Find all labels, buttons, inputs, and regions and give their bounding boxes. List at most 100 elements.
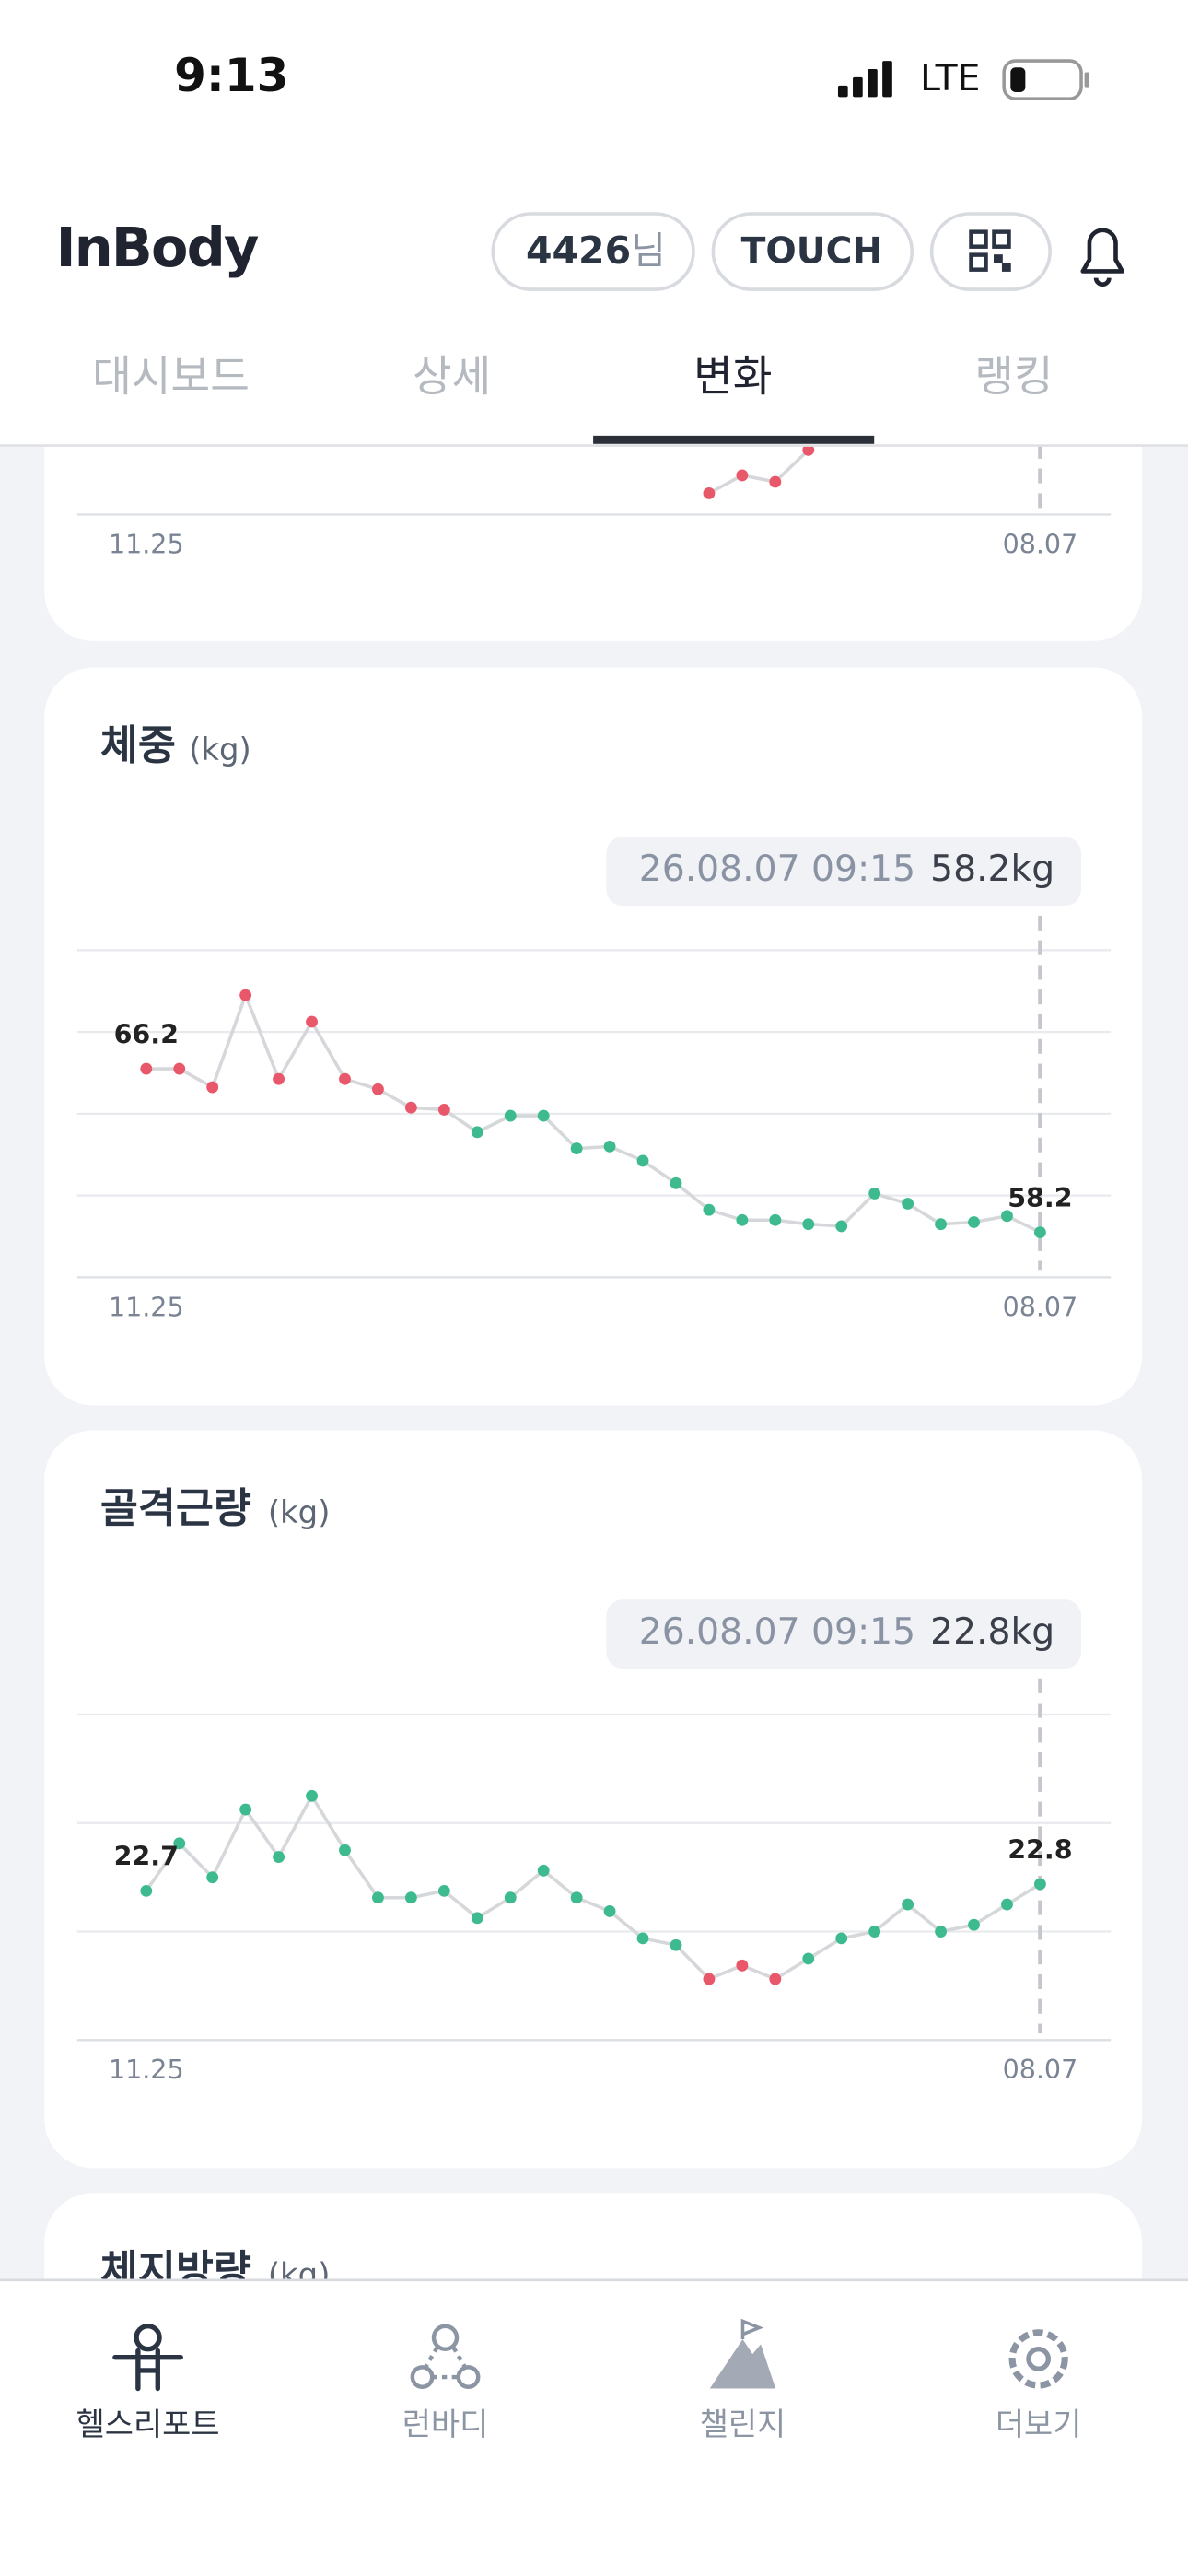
more-icon — [1008, 2329, 1068, 2389]
data-point — [868, 1926, 881, 1938]
tab[interactable]: 상세 — [413, 352, 491, 402]
touch-label: TOUCH — [741, 230, 883, 272]
runbody-icon — [410, 2324, 481, 2389]
tab[interactable]: 변화 — [693, 352, 772, 402]
data-point — [736, 1959, 749, 1972]
x-tick-label: 08.07 — [1003, 2055, 1078, 2085]
qr-icon — [969, 229, 1011, 272]
nav-item[interactable]: 챌린지 — [700, 2406, 786, 2442]
series-line — [145, 1792, 1042, 1982]
user-label: 4426님 — [526, 228, 666, 273]
notification-button[interactable] — [1080, 228, 1124, 287]
data-point — [736, 1213, 749, 1226]
tooltip-date: 26.08.07 09:15 — [639, 849, 915, 890]
signal-icon — [837, 61, 892, 98]
data-point — [140, 1062, 153, 1075]
data-point — [802, 1218, 815, 1231]
data-point — [703, 1973, 716, 1985]
status-time: 9:13 — [174, 49, 288, 102]
data-point — [437, 1104, 450, 1116]
data-point — [935, 1926, 947, 1938]
data-point — [703, 1203, 716, 1216]
series-line — [708, 449, 810, 496]
data-point — [703, 487, 716, 499]
data-point — [769, 1973, 782, 1985]
tooltip-value: 22.8kg — [930, 1611, 1054, 1653]
data-point — [968, 1216, 980, 1228]
data-point — [372, 1083, 384, 1095]
nav-item[interactable]: 헬스리포트 — [76, 2406, 220, 2442]
data-point — [835, 1932, 848, 1945]
data-point — [802, 1952, 815, 1965]
tab[interactable]: 랭킹 — [974, 352, 1053, 402]
data-point — [636, 1932, 649, 1945]
battery-icon — [1002, 59, 1089, 100]
x-tick-label: 08.07 — [1003, 1292, 1078, 1322]
data-point — [736, 469, 749, 482]
data-point — [471, 1912, 483, 1925]
data-point — [570, 1142, 583, 1155]
card — [44, 1430, 1143, 2169]
data-point — [802, 443, 815, 456]
card-title: 체중 — [100, 721, 176, 769]
data-point — [206, 1081, 219, 1094]
data-point — [372, 1891, 384, 1904]
data-point — [769, 475, 782, 488]
tab-indicator — [593, 435, 875, 444]
card — [44, 667, 1143, 1406]
data-point — [339, 1072, 351, 1085]
data-point — [273, 1072, 285, 1085]
data-point — [404, 1101, 417, 1114]
network-type: LTE — [920, 58, 980, 100]
nav-labels: 헬스리포트 런바디 챌린지 더보기 — [76, 2406, 1082, 2442]
data-point — [537, 1109, 550, 1122]
qr-button[interactable] — [929, 212, 1052, 291]
data-point — [636, 1154, 649, 1167]
user-pill[interactable] — [491, 212, 695, 291]
data-point — [239, 989, 252, 1001]
x-tick-label: 11.25 — [109, 529, 184, 559]
tooltip-date: 26.08.07 09:15 — [639, 1611, 915, 1653]
x-tick-label: 08.07 — [1003, 529, 1078, 559]
data-point — [339, 1844, 351, 1856]
data-point — [603, 1905, 616, 1917]
data-point — [239, 1803, 252, 1816]
data-point — [306, 1789, 318, 1802]
data-label: 66.2 — [114, 1019, 179, 1049]
data-label: 22.8 — [1007, 1834, 1072, 1865]
data-point — [404, 1891, 417, 1904]
data-point — [570, 1891, 583, 1904]
x-tick-label: 11.25 — [109, 2055, 184, 2085]
data-point — [306, 1015, 318, 1028]
data-point — [504, 1891, 517, 1904]
nav-item[interactable]: 런바디 — [402, 2406, 489, 2442]
data-point — [670, 1177, 682, 1189]
nav-background — [0, 2279, 1188, 2576]
card-unit: (kg) — [189, 732, 251, 767]
data-point — [769, 1213, 782, 1226]
data-point — [1001, 1210, 1013, 1223]
data-point — [537, 1864, 550, 1877]
data-point — [206, 1871, 219, 1884]
data-point — [603, 1140, 616, 1153]
tab[interactable]: 대시보드 — [92, 352, 250, 402]
bottom-nav: 헬스리포트 런바디 챌린지 더보기 — [0, 2278, 1188, 2576]
data-label: 58.2 — [1007, 1183, 1072, 1213]
data-point — [670, 1938, 682, 1951]
data-point — [471, 1126, 483, 1139]
challenge-icon — [709, 2318, 776, 2389]
nav-item[interactable]: 더보기 — [996, 2406, 1082, 2442]
tooltip — [606, 837, 1082, 907]
data-point — [173, 1062, 186, 1075]
card-title: 골격근량 — [100, 1484, 251, 1532]
x-tick-label: 11.25 — [109, 1292, 184, 1322]
data-point — [173, 1837, 186, 1850]
data-point — [504, 1109, 517, 1122]
app-header: 9:13 LTE InBody 4426님 TOUCH 대시보드 상세 변화 랭킹 — [0, 0, 1188, 447]
card-unit: (kg) — [268, 1494, 331, 1530]
tooltip — [606, 1599, 1082, 1669]
data-point — [868, 1187, 881, 1200]
touch-button[interactable] — [711, 212, 914, 291]
data-point — [140, 1884, 153, 1897]
